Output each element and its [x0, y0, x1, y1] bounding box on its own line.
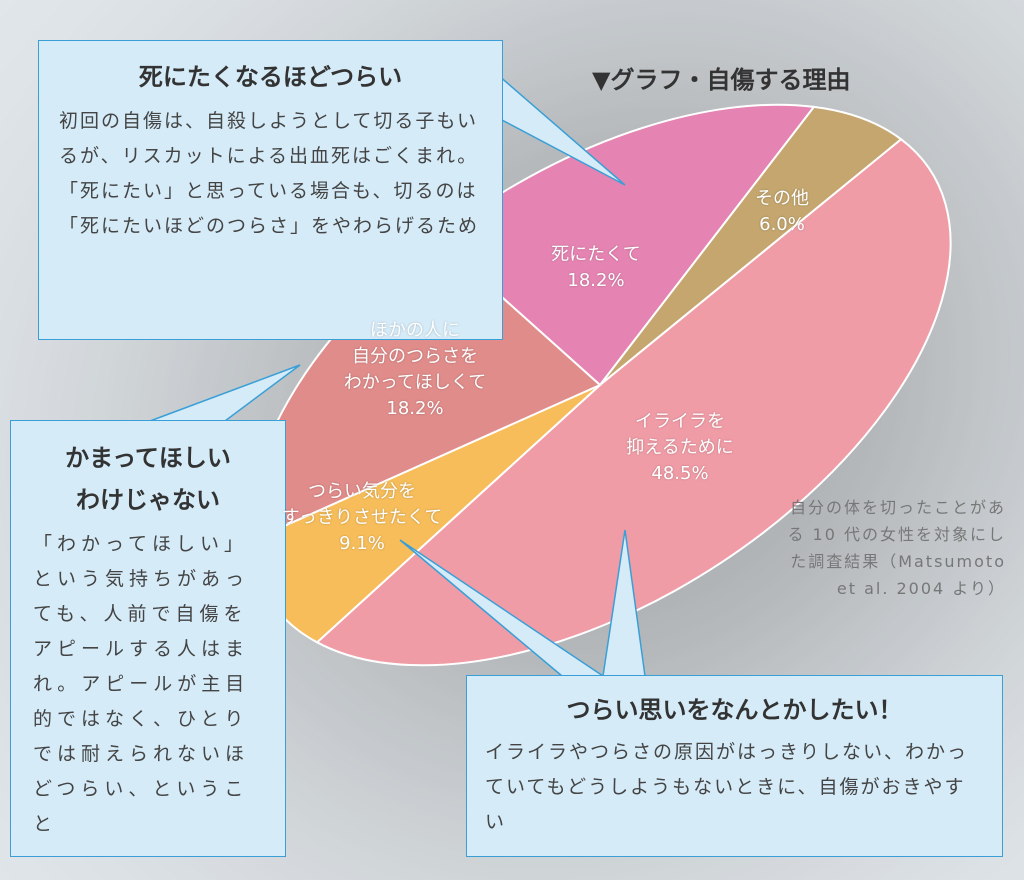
callout-attention: かまってほしい わけじゃない 「わかってほしい」という気持ちがあっても、人前で自…	[10, 420, 286, 857]
slice-label-text: その他	[755, 188, 809, 209]
callout-attention-title: かまってほしい わけじゃない	[65, 444, 231, 514]
callout-relief: つらい思いをなんとかしたい！ イライラやつらさの原因がはっきりしない、わかってい…	[466, 675, 1003, 857]
slice-value-label: 18.2%	[386, 398, 444, 419]
slice-label: その他 6.0%	[755, 186, 809, 238]
slice-value-label: 18.2%	[567, 270, 625, 291]
chart-note: 自分の体を切ったことがある 10 代の女性を対象にした調査結果（Matsumot…	[787, 498, 1006, 598]
pie-slice	[261, 135, 1024, 771]
slice-label: 死にたくて 18.2%	[551, 242, 640, 294]
callout-die: 死にたくなるほどつらい 初回の自傷は、自殺しようとして切る子もいるが、リスカット…	[38, 40, 503, 340]
slice-value-label: 6.0%	[759, 214, 805, 235]
callout-relief-body: イライラやつらさの原因がはっきりしない、わかっていてもどうしようもないときに、自…	[485, 741, 969, 833]
slice-label: つらい気分を すっきりさせたくて 9.1%	[282, 479, 443, 557]
slice-value-label: 48.5%	[651, 463, 709, 484]
slice-label: ほかの人に 自分のつらさを わかってほしくて 18.2%	[344, 318, 487, 422]
slice-label: イライラを 抑えるために 48.5%	[626, 409, 733, 487]
callout-attention-body: 「わかってほしい」という気持ちがあっても、人前で自傷をアピールする人はまれ。アピ…	[33, 533, 250, 835]
slice-value-label: 9.1%	[339, 533, 385, 554]
callout-relief-title: つらい思いをなんとかしたい！	[566, 696, 903, 724]
callout-pointer-attention	[149, 364, 301, 422]
callout-die-body: 初回の自傷は、自殺しようとして切る子もいるが、リスカットによる出血死はごくまれ。…	[59, 110, 480, 237]
callout-die-title: 死にたくなるほどつらい	[138, 63, 403, 91]
slice-label-text: 死にたくて	[551, 244, 641, 265]
chart-title: ▼グラフ・自傷する理由	[592, 66, 851, 94]
slice-label-text: つらい気分を すっきりさせたくて	[281, 481, 443, 528]
slice-label-text: ほかの人に 自分のつらさを わかってほしくて	[343, 320, 487, 393]
slice-label-text: イライラを 抑えるために	[626, 411, 734, 458]
